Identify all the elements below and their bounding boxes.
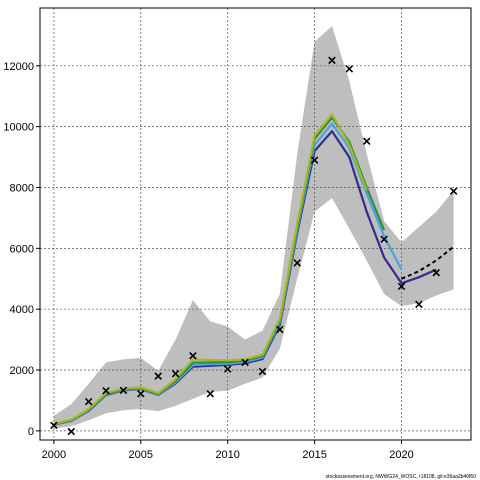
observation-marker [362, 137, 371, 146]
observation-marker [449, 187, 458, 195]
x-tick-label: 2020 [389, 449, 413, 461]
observation-marker [258, 367, 267, 376]
plot-frame [39, 7, 472, 441]
series-line-5 [401, 246, 455, 280]
observation-marker [206, 389, 215, 398]
series-line-4 [53, 113, 368, 425]
x-tick-label: 2005 [129, 449, 153, 461]
observation-marker [223, 365, 232, 373]
observation-marker [432, 268, 441, 277]
observation-marker [154, 372, 162, 380]
grid [40, 8, 471, 440]
credit-text: stockassessment.org, NWWG24_WOSC, r18108… [326, 474, 477, 480]
axis-ticks: 2000 2005 2010 2015 2020 0 2000 4000 6000 8000 100… [3, 61, 413, 461]
observation-marker [293, 259, 301, 267]
observation-marker [189, 351, 197, 360]
observation-marker [276, 325, 284, 334]
observation-marker [102, 386, 110, 395]
observation-markers [50, 56, 458, 436]
x-tick-label: 2015 [302, 449, 326, 461]
observation-marker [119, 386, 128, 395]
y-tick-label: 12000 [3, 61, 34, 73]
observation-marker [328, 56, 336, 65]
observation-marker [415, 300, 423, 309]
y-tick-label: 10000 [3, 122, 34, 134]
confidence-band [53, 26, 454, 429]
observation-marker [397, 282, 406, 291]
y-tick-label: 0 [28, 426, 34, 438]
y-tick-label: 8000 [10, 182, 34, 194]
y-tick-label: 2000 [10, 365, 34, 377]
y-tick-label: 4000 [10, 304, 34, 316]
observation-marker [241, 358, 249, 367]
y-tick-label: 6000 [10, 243, 34, 255]
x-tick-label: 2000 [42, 449, 66, 461]
observation-marker [67, 427, 76, 436]
observation-marker [50, 421, 58, 430]
confidence-band-area [53, 26, 454, 429]
observation-marker [345, 65, 354, 73]
observation-marker [84, 397, 93, 406]
observation-marker [380, 235, 388, 243]
x-tick-label: 2010 [215, 449, 239, 461]
observation-marker [171, 369, 180, 378]
observation-marker [137, 389, 145, 398]
observation-marker [310, 156, 319, 164]
